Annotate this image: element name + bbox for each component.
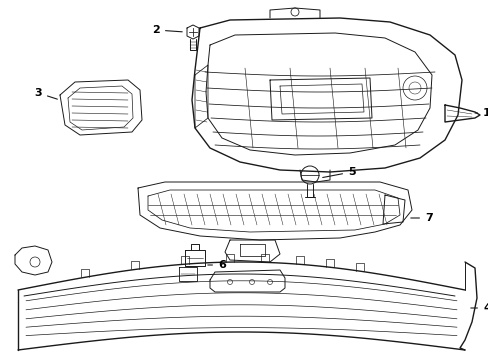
- Text: 3: 3: [34, 88, 57, 99]
- Text: 2: 2: [152, 25, 182, 35]
- Text: 6: 6: [207, 260, 225, 270]
- Text: 1: 1: [474, 108, 488, 118]
- Text: 4: 4: [470, 303, 488, 313]
- Text: 7: 7: [410, 213, 432, 223]
- Text: 5: 5: [322, 167, 355, 177]
